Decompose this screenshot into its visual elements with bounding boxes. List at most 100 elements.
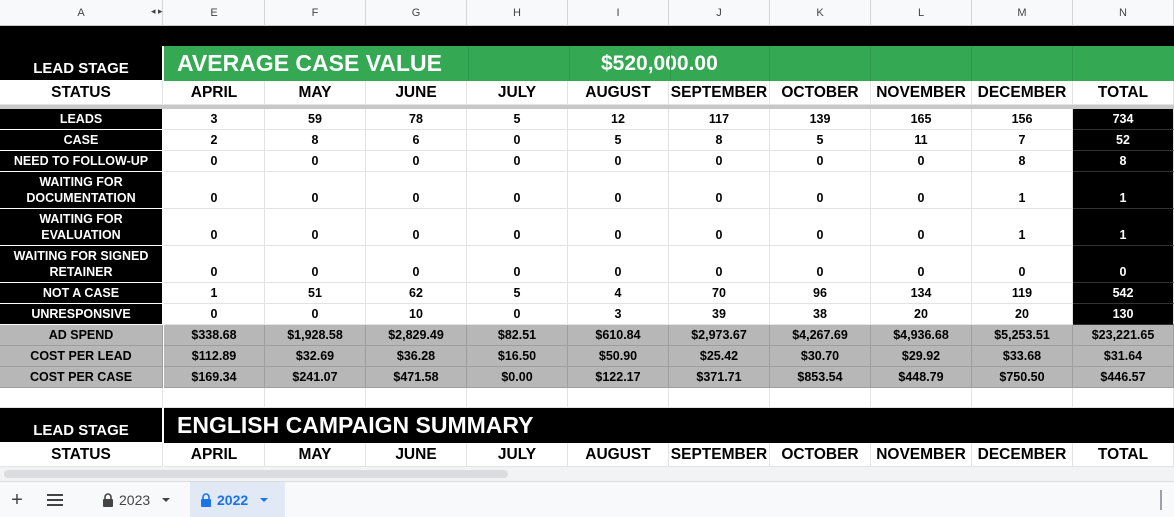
data-cell[interactable]: 38 (770, 304, 871, 325)
row-total[interactable]: 8 (1073, 151, 1174, 172)
month-header-december[interactable]: DECEMBER (972, 443, 1073, 467)
empty-cell[interactable] (871, 388, 972, 408)
month-header-july[interactable]: JULY (467, 443, 568, 467)
hidden-columns-arrows-icon[interactable]: ◂ ▸ (151, 6, 163, 16)
data-cell[interactable]: 0 (467, 246, 568, 283)
data-cell[interactable]: 1 (164, 283, 265, 304)
row-label[interactable]: COST PER CASE (0, 367, 163, 388)
money-cell[interactable]: $4,936.68 (871, 325, 972, 346)
data-cell[interactable]: 0 (467, 151, 568, 172)
data-cell[interactable]: 2 (164, 130, 265, 151)
row-total[interactable]: 1 (1073, 172, 1174, 209)
row-label[interactable]: NOT A CASE (0, 283, 163, 304)
data-cell[interactable]: 0 (568, 209, 669, 246)
data-cell[interactable]: 20 (972, 304, 1073, 325)
month-header-june[interactable]: JUNE (366, 443, 467, 467)
data-cell[interactable]: 62 (366, 283, 467, 304)
data-cell[interactable]: 0 (467, 209, 568, 246)
row-label[interactable]: UNRESPONSIVE (0, 304, 163, 325)
status-header[interactable]: STATUS (0, 443, 163, 467)
data-cell[interactable]: 3 (568, 304, 669, 325)
data-cell[interactable]: 0 (265, 304, 366, 325)
row-label[interactable]: COST PER LEAD (0, 346, 163, 367)
data-cell[interactable]: 4 (568, 283, 669, 304)
all-sheets-menu-icon[interactable] (44, 482, 66, 517)
money-total[interactable]: $23,221.65 (1073, 325, 1174, 346)
money-cell[interactable]: $50.90 (568, 346, 669, 367)
data-cell[interactable]: 0 (467, 172, 568, 209)
data-cell[interactable]: 0 (770, 209, 871, 246)
column-header-g[interactable]: G (366, 0, 467, 26)
month-header-october[interactable]: OCTOBER (770, 443, 871, 467)
data-cell[interactable]: 0 (265, 172, 366, 209)
empty-cell[interactable] (366, 388, 467, 408)
data-cell[interactable]: 0 (568, 151, 669, 172)
data-cell[interactable]: 119 (972, 283, 1073, 304)
money-cell[interactable]: $750.50 (972, 367, 1073, 388)
money-cell[interactable]: $371.71 (669, 367, 770, 388)
money-cell[interactable]: $169.34 (164, 367, 265, 388)
row-total[interactable]: 130 (1073, 304, 1174, 325)
data-cell[interactable]: 0 (265, 209, 366, 246)
data-cell[interactable]: 11 (871, 130, 972, 151)
horizontal-scrollbar[interactable] (0, 467, 1174, 481)
data-cell[interactable]: 0 (467, 130, 568, 151)
banner[interactable]: ENGLISH CAMPAIGN SUMMARY (164, 408, 1174, 443)
data-cell[interactable]: 0 (366, 246, 467, 283)
data-cell[interactable]: 0 (164, 151, 265, 172)
data-cell[interactable]: 8 (972, 151, 1073, 172)
add-sheet-icon[interactable]: + (11, 488, 23, 511)
money-cell[interactable]: $5,253.51 (972, 325, 1073, 346)
money-cell[interactable]: $241.07 (265, 367, 366, 388)
data-cell[interactable]: 20 (871, 304, 972, 325)
month-header-november[interactable]: NOVEMBER (871, 443, 972, 467)
money-cell[interactable]: $610.84 (568, 325, 669, 346)
data-cell[interactable]: 0 (669, 209, 770, 246)
banner[interactable]: AVERAGE CASE VALUE $520,000.00 (164, 46, 1174, 81)
money-cell[interactable]: $4,267.69 (770, 325, 871, 346)
data-cell[interactable]: 0 (265, 246, 366, 283)
data-cell[interactable]: 0 (265, 151, 366, 172)
data-cell[interactable]: 0 (467, 304, 568, 325)
data-cell[interactable]: 6 (366, 130, 467, 151)
month-header-september[interactable]: SEPTEMBER (669, 81, 770, 105)
money-cell[interactable]: $338.68 (164, 325, 265, 346)
money-cell[interactable]: $82.51 (467, 325, 568, 346)
chevron-down-icon[interactable] (161, 497, 171, 503)
data-cell[interactable]: 5 (467, 109, 568, 130)
data-cell[interactable]: 39 (669, 304, 770, 325)
empty-cell[interactable] (1073, 388, 1174, 408)
data-cell[interactable]: 0 (972, 246, 1073, 283)
data-cell[interactable]: 0 (164, 304, 265, 325)
empty-cell[interactable] (669, 388, 770, 408)
column-header-n[interactable]: N (1073, 0, 1174, 26)
money-cell[interactable]: $16.50 (467, 346, 568, 367)
row-label[interactable]: WAITING FOR EVALUATION (0, 209, 163, 246)
month-header-june[interactable]: JUNE (366, 81, 467, 105)
column-header-h[interactable]: H (467, 0, 568, 26)
money-cell[interactable]: $122.17 (568, 367, 669, 388)
money-cell[interactable]: $0.00 (467, 367, 568, 388)
data-cell[interactable]: 10 (366, 304, 467, 325)
money-cell[interactable]: $33.68 (972, 346, 1073, 367)
empty-cell[interactable] (568, 388, 669, 408)
data-cell[interactable]: 5 (467, 283, 568, 304)
money-cell[interactable]: $112.89 (164, 346, 265, 367)
month-header-september[interactable]: SEPTEMBER (669, 443, 770, 467)
empty-cell[interactable] (164, 388, 265, 408)
month-header-april[interactable]: APRIL (164, 443, 265, 467)
data-cell[interactable]: 0 (164, 246, 265, 283)
month-header-may[interactable]: MAY (265, 81, 366, 105)
total-header[interactable]: TOTAL (1073, 81, 1174, 105)
column-header-j[interactable]: J (669, 0, 770, 26)
data-cell[interactable]: 3 (164, 109, 265, 130)
total-header[interactable]: TOTAL (1073, 443, 1174, 467)
month-header-april[interactable]: APRIL (164, 81, 265, 105)
data-cell[interactable]: 117 (669, 109, 770, 130)
data-cell[interactable]: 8 (265, 130, 366, 151)
data-cell[interactable]: 1 (972, 172, 1073, 209)
money-cell[interactable]: $448.79 (871, 367, 972, 388)
money-cell[interactable]: $30.70 (770, 346, 871, 367)
empty-cell[interactable] (972, 388, 1073, 408)
empty-cell[interactable] (0, 388, 163, 408)
